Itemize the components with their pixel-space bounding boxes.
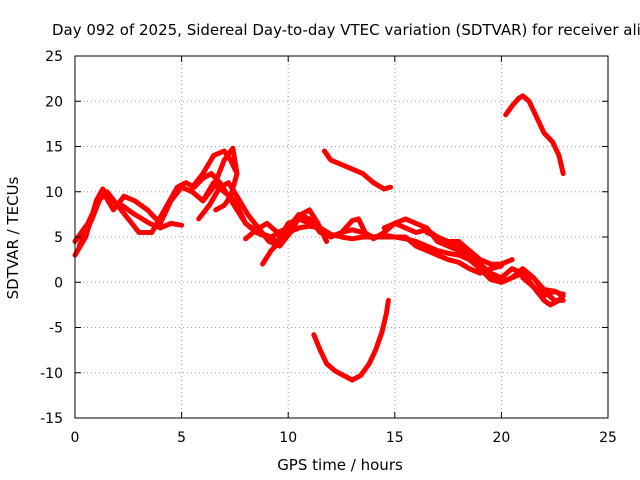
series-track-14 bbox=[503, 93, 566, 177]
x-tick-label: 15 bbox=[386, 430, 404, 446]
x-tick-label: 0 bbox=[71, 430, 80, 446]
series-track-8 bbox=[260, 223, 504, 276]
x-tick-label: 25 bbox=[599, 430, 617, 446]
y-tick-label: 20 bbox=[45, 94, 63, 110]
x-axis-ticks: 0 5 10 15 20 25 bbox=[71, 56, 617, 446]
y-tick-label: 15 bbox=[45, 140, 63, 156]
y-tick-label: -5 bbox=[49, 321, 63, 337]
series-track-10 bbox=[424, 230, 566, 308]
x-tick-label: 20 bbox=[492, 430, 510, 446]
y-tick-label: -10 bbox=[40, 366, 63, 382]
x-tick-label: 5 bbox=[177, 430, 186, 446]
series-track-12 bbox=[321, 148, 393, 192]
chart-title: Day 092 of 2025, Sidereal Day-to-day VTE… bbox=[52, 21, 640, 39]
series-track-6 bbox=[200, 145, 240, 213]
series-track-13 bbox=[311, 297, 391, 383]
series-track-11 bbox=[520, 275, 564, 299]
x-tick-label: 10 bbox=[279, 430, 297, 446]
y-axis-label: SDTVAR / TECUs bbox=[4, 176, 22, 299]
x-axis-label: GPS time / hours bbox=[277, 456, 403, 474]
y-tick-label: 0 bbox=[54, 275, 63, 291]
y-tick-label: 5 bbox=[54, 230, 63, 246]
series-track-4 bbox=[196, 180, 330, 249]
series-track-5 bbox=[189, 148, 240, 190]
y-axis-ticks: -15 -10 -5 0 5 10 15 20 25 bbox=[40, 49, 608, 427]
y-tick-label: 10 bbox=[45, 185, 63, 201]
y-tick-label: 25 bbox=[45, 49, 63, 65]
series-layer bbox=[72, 93, 566, 383]
y-tick-label: -15 bbox=[40, 411, 63, 427]
series-track-2 bbox=[72, 171, 283, 244]
